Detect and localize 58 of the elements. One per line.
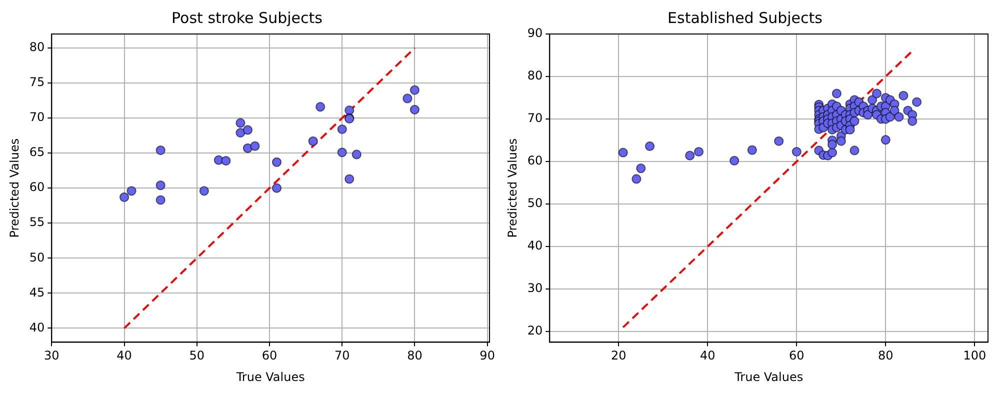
point (156, 180, 166, 190)
y-tick-label: 30 (527, 281, 543, 296)
point (236, 128, 246, 138)
point (119, 192, 130, 202)
y-tick-label: 50 (527, 196, 543, 210)
y-tick-label: 40 (29, 320, 45, 334)
point (410, 85, 420, 95)
point (308, 136, 318, 146)
y-tick-label: 75 (29, 75, 45, 90)
x-tick-label: 80 (878, 348, 894, 363)
point (126, 186, 136, 196)
point (156, 195, 166, 205)
point (316, 102, 326, 112)
x-tick-label: 90 (480, 348, 495, 363)
point (221, 156, 231, 166)
y-tick-label: 80 (29, 40, 45, 54)
point (272, 183, 282, 193)
y-tick-label: 70 (29, 110, 45, 124)
x-tick-label: 40 (116, 348, 132, 363)
x-tick-label: 20 (611, 348, 626, 363)
y-tick-label: 60 (29, 180, 45, 194)
point (236, 118, 246, 128)
y-tick-label: 65 (29, 145, 45, 160)
x-tick-label: 60 (789, 348, 804, 363)
x-axis-title: True Values (734, 370, 804, 384)
y-axis-title: Predicted Values (7, 138, 22, 238)
point (344, 174, 354, 184)
x-tick-label: 100 (963, 348, 986, 363)
x-axis-title: True Values (235, 370, 305, 384)
point (250, 141, 260, 151)
point (337, 148, 347, 158)
y-tick-label: 50 (29, 250, 45, 264)
point (352, 150, 362, 160)
y-tick-label: 40 (527, 238, 543, 253)
chart-title: Established Subjects (668, 8, 823, 27)
y-tick-label: 70 (527, 111, 543, 126)
point (344, 106, 354, 116)
point (337, 124, 347, 134)
y-axis-title: Predicted Values (505, 138, 520, 238)
x-tick-label: 60 (262, 348, 278, 363)
chart-title: Post stroke Subjects (172, 8, 323, 27)
point (156, 145, 166, 156)
x-tick-label: 50 (189, 348, 205, 363)
point (199, 186, 209, 196)
point (242, 125, 253, 135)
y-tick-label: 55 (29, 215, 45, 230)
point (272, 157, 282, 167)
point (402, 94, 412, 104)
x-tick-label: 40 (700, 348, 716, 363)
y-tick-label: 45 (29, 285, 45, 300)
x-tick-label: 30 (44, 348, 60, 363)
y-tick-label: 60 (527, 154, 543, 168)
y-tick-label: 90 (527, 26, 543, 40)
point (410, 104, 420, 114)
x-tick-label: 80 (407, 348, 422, 363)
x-tick-label: 70 (334, 348, 350, 363)
y-tick-label: 80 (527, 68, 543, 83)
y-tick-label: 20 (527, 324, 543, 338)
